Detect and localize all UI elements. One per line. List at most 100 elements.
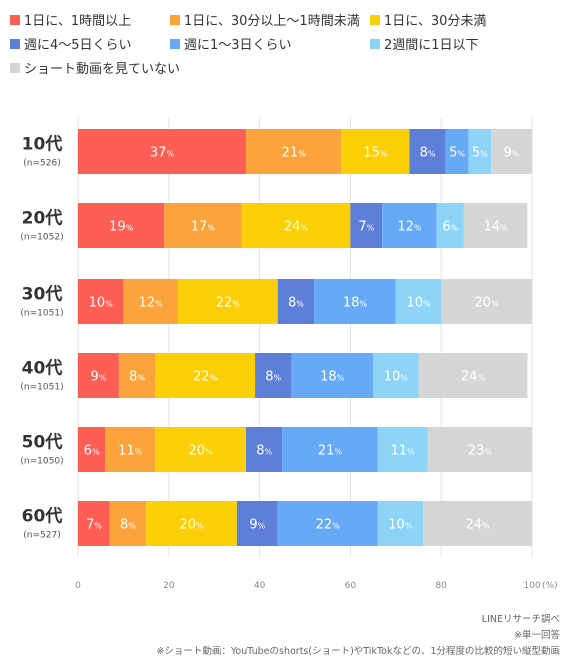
- data-label: 10%: [406, 296, 431, 311]
- bar-segment: [78, 501, 110, 546]
- data-label: 6%: [442, 220, 458, 235]
- data-label: 23%: [468, 444, 493, 459]
- legend: 1日に、1時間以上 1日に、30分以上〜1時間未満 1日に、30分未満週に4〜5日く…: [0, 0, 570, 90]
- data-label: 7%: [86, 518, 102, 533]
- data-label: 10%: [384, 370, 409, 385]
- legend-item: 週に4〜5日くらい: [10, 34, 132, 53]
- bar-segment: [314, 279, 396, 324]
- bar-segment: [155, 353, 256, 398]
- data-label: 20%: [179, 518, 204, 533]
- bar-segment: [164, 203, 242, 248]
- data-label: 8%: [256, 444, 272, 459]
- sample-size-label: (n=1050): [20, 457, 63, 467]
- bar-segment: [382, 203, 437, 248]
- bar-segment: [78, 129, 246, 174]
- data-label: 12%: [397, 220, 422, 235]
- x-tick-label: 20: [163, 581, 175, 591]
- data-label: 7%: [358, 220, 374, 235]
- bar-segment: [78, 203, 165, 248]
- legend-label: 1日に、30分以上〜1時間未満: [184, 14, 360, 29]
- bar-segment: [468, 129, 492, 174]
- bar-segment: [377, 501, 424, 546]
- data-label: 22%: [316, 518, 341, 533]
- source-note: LINEリサーチ調べ: [481, 614, 560, 625]
- category-label: 30代: [22, 284, 63, 305]
- data-label: 15%: [363, 146, 388, 161]
- data-label: 10%: [89, 296, 114, 311]
- x-tick-label: 40: [254, 581, 266, 591]
- bar-segment: [78, 427, 106, 472]
- data-label: 18%: [343, 296, 368, 311]
- legend-label: 2週間に1日以下: [384, 38, 479, 53]
- legend-item: 週に1〜3日くらい: [170, 34, 292, 53]
- bar-segment: [350, 203, 383, 248]
- legend-swatch: [10, 38, 20, 49]
- sample-size-label: (n=1051): [20, 309, 63, 319]
- category-label: 20代: [22, 208, 63, 229]
- data-label: 19%: [109, 220, 134, 235]
- x-tick-label: 80: [435, 581, 447, 591]
- x-axis-unit: (%): [542, 581, 558, 591]
- data-label: 22%: [193, 370, 218, 385]
- data-label: 24%: [465, 518, 490, 533]
- data-label: 8%: [265, 370, 281, 385]
- bar-segment: [377, 427, 428, 472]
- bar-segment: [491, 129, 532, 174]
- bar-segment: [277, 279, 315, 324]
- category-label: 10代: [22, 134, 63, 155]
- x-tick-label: 100: [523, 581, 540, 591]
- data-label: 8%: [420, 146, 436, 161]
- data-label: 8%: [120, 518, 136, 533]
- bar-segment: [241, 203, 351, 248]
- data-label: 5%: [449, 146, 465, 161]
- data-label: 21%: [318, 444, 343, 459]
- bar-segment: [123, 279, 178, 324]
- sample-size-label: (n=526): [23, 159, 60, 169]
- data-label: 9%: [504, 146, 520, 161]
- bar-segment: [463, 203, 528, 248]
- data-label: 10%: [388, 518, 413, 533]
- data-label: 20%: [189, 444, 214, 459]
- bar-segment: [423, 501, 532, 546]
- bar-segment: [409, 129, 446, 174]
- sample-size-label: (n=1051): [20, 383, 63, 393]
- data-label: 20%: [475, 296, 500, 311]
- data-label: 11%: [118, 444, 143, 459]
- legend-swatch: [370, 38, 380, 49]
- bar-segment: [245, 129, 342, 174]
- data-label: 12%: [139, 296, 164, 311]
- category-label: 60代: [22, 506, 63, 527]
- bar-segment: [236, 501, 278, 546]
- data-label: 18%: [320, 370, 345, 385]
- legend-swatch: [10, 14, 20, 25]
- data-label: 5%: [472, 146, 488, 161]
- bar-segment: [277, 501, 378, 546]
- bar-segment: [78, 353, 119, 398]
- definition-note: ※ショート動画：YouTubeのshorts(ショート)やTikTokなどの、1…: [156, 646, 560, 657]
- legend-label: ショート動画を見ていない: [24, 62, 181, 77]
- data-label: 21%: [282, 146, 307, 161]
- data-label: 22%: [216, 296, 241, 311]
- bar-segment: [373, 353, 419, 398]
- legend-swatch: [170, 14, 180, 25]
- sample-size-label: (n=1052): [20, 233, 63, 243]
- legend-item: 1日に、1時間以上: [10, 10, 131, 29]
- legend-swatch: [10, 62, 20, 73]
- legend-swatch: [170, 38, 180, 49]
- bar-segment: [282, 427, 378, 472]
- x-tick-label: 0: [75, 581, 81, 591]
- sample-size-label: (n=527): [23, 531, 60, 541]
- bar-segment: [441, 279, 532, 324]
- bar-segment: [436, 203, 464, 248]
- legend-item: 1日に、30分以上〜1時間未満: [170, 10, 360, 29]
- bar-segment: [341, 129, 410, 174]
- legend-label: 1日に、1時間以上: [24, 14, 132, 29]
- bar-segment: [418, 353, 528, 398]
- bar-segment: [177, 279, 278, 324]
- legend-label: 週に4〜5日くらい: [24, 38, 132, 53]
- data-label: 24%: [284, 220, 309, 235]
- legend-item: 1日に、30分未満: [370, 10, 486, 29]
- single-answer-note: ※単一回答: [514, 630, 560, 641]
- data-label: 37%: [150, 146, 175, 161]
- bar-segment: [146, 501, 237, 546]
